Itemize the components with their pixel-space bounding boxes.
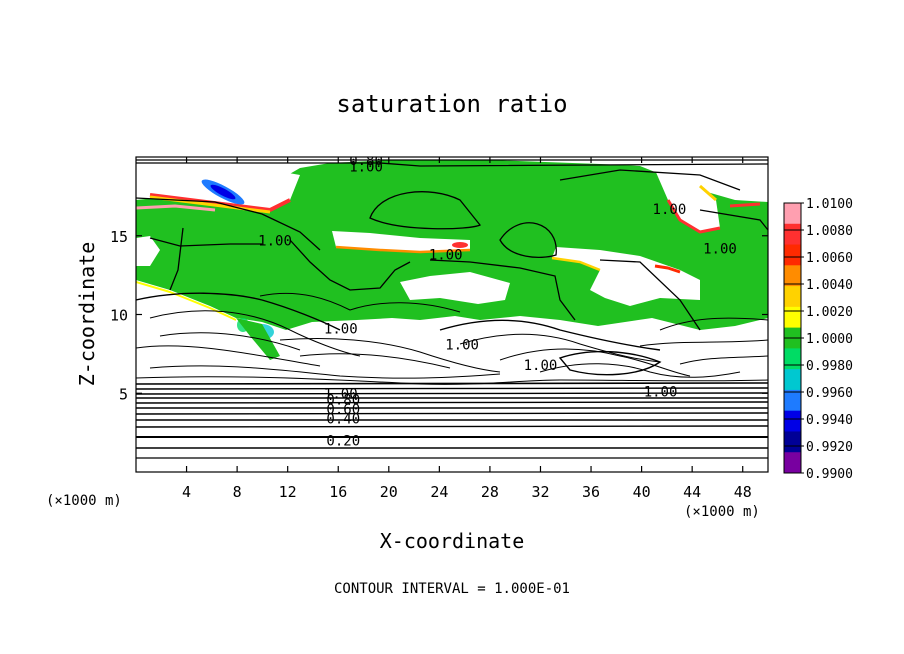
x-axis-label: X-coordinate: [380, 529, 525, 553]
colorbar: 1.0100 1.0080 1.0060 1.0040 1.0020 1.0000 0.99…: [783, 197, 853, 482]
colorbar-label: 1.0000: [806, 332, 853, 347]
contour-interval-note: CONTOUR INTERVAL = 1.000E-01: [334, 581, 570, 597]
colorbar-label: 0.9940: [806, 413, 853, 428]
x-tick-label: 36: [582, 483, 600, 501]
y-tick-label: 15: [110, 228, 128, 246]
y-tick-label: 10: [110, 307, 128, 325]
colorbar-swatch: [784, 431, 801, 453]
stratified-contours: [136, 382, 768, 459]
white-patch: [552, 247, 700, 306]
y-axis-label: Z-coordinate: [75, 242, 99, 387]
x-tick-label: 20: [380, 483, 398, 501]
x-tick-label: 28: [481, 483, 499, 501]
x-tick-label: 44: [683, 483, 701, 501]
x-tick-label: 48: [734, 483, 752, 501]
y-axis: 5 10 15: [110, 228, 768, 403]
colorbar-label: 0.9960: [806, 386, 853, 401]
x-tick-label: 12: [279, 483, 297, 501]
contour-label: 1.00: [258, 233, 292, 249]
contour-label: 1.00: [703, 241, 737, 257]
contour-label: 1.00: [324, 386, 358, 402]
colorbar-swatch: [784, 265, 801, 287]
x-tick-label: 16: [329, 483, 347, 501]
contour-lines-upper: [136, 159, 768, 331]
x-tick-label: 4: [182, 483, 191, 501]
colorbar-label: 1.0020: [806, 305, 853, 320]
colorbar-label: 0.9900: [806, 467, 853, 482]
colorbar-swatch: [784, 348, 801, 370]
contour-label: 1.00: [445, 337, 479, 353]
warm-edge-bands: [136, 184, 761, 321]
white-patch: [332, 231, 470, 252]
colorbar-label: 0.9920: [806, 440, 853, 455]
contour-label: 1.00: [653, 202, 687, 218]
contour-label: 0.40: [326, 411, 360, 427]
colorbar-swatch: [784, 410, 801, 432]
contour-labels: 0.801.001.001.001.00 1.001.001.001.001.00…: [258, 153, 737, 450]
colorbar-label: 0.9980: [806, 359, 853, 374]
x-tick-label: 32: [531, 483, 549, 501]
colorbar-swatch: [784, 244, 801, 266]
contour-label: 0.20: [326, 434, 360, 450]
plot-area: 0.801.001.001.001.00 1.001.001.001.001.00…: [136, 153, 768, 472]
x-tick-label: 40: [633, 483, 651, 501]
contour-label: 1.00: [324, 322, 358, 338]
x-tick-label: 8: [233, 483, 242, 501]
x-tick-label: 24: [430, 483, 448, 501]
colorbar-swatch: [784, 286, 801, 308]
x-unit-label-right: (×1000 m): [684, 504, 760, 520]
colorbar-swatch: [784, 389, 801, 412]
contour-label: 1.00: [429, 248, 463, 264]
contour-label: 1.00: [644, 385, 678, 401]
contour-label: 0.80: [349, 153, 383, 169]
colorbar-swatch: [784, 369, 801, 391]
x-axis: 4 8 12 16 20 24 28 32 36 40 44 48: [182, 157, 752, 501]
contour-label: 1.00: [524, 358, 558, 374]
colorbar-swatch: [784, 223, 801, 246]
white-patch: [400, 272, 510, 304]
colorbar-label: 1.0040: [806, 278, 853, 293]
chart-title: saturation ratio: [336, 90, 567, 118]
white-patch: [136, 236, 160, 266]
contour-label: 1.00: [349, 159, 383, 175]
colorbar-swatch: [784, 203, 801, 225]
colorbar-label: 1.0080: [806, 224, 853, 239]
colorbar-swatch: [784, 452, 801, 474]
colorbar-swatch: [784, 306, 801, 329]
colorbar-label: 1.0060: [806, 251, 853, 266]
white-patch: [655, 168, 720, 232]
contour-label: 0.80: [326, 393, 360, 409]
contour-label: 0.60: [326, 402, 360, 418]
y-tick-label: 5: [119, 385, 128, 403]
colorbar-label: 1.0100: [806, 197, 853, 212]
x-unit-label-left: (×1000 m): [46, 493, 122, 509]
